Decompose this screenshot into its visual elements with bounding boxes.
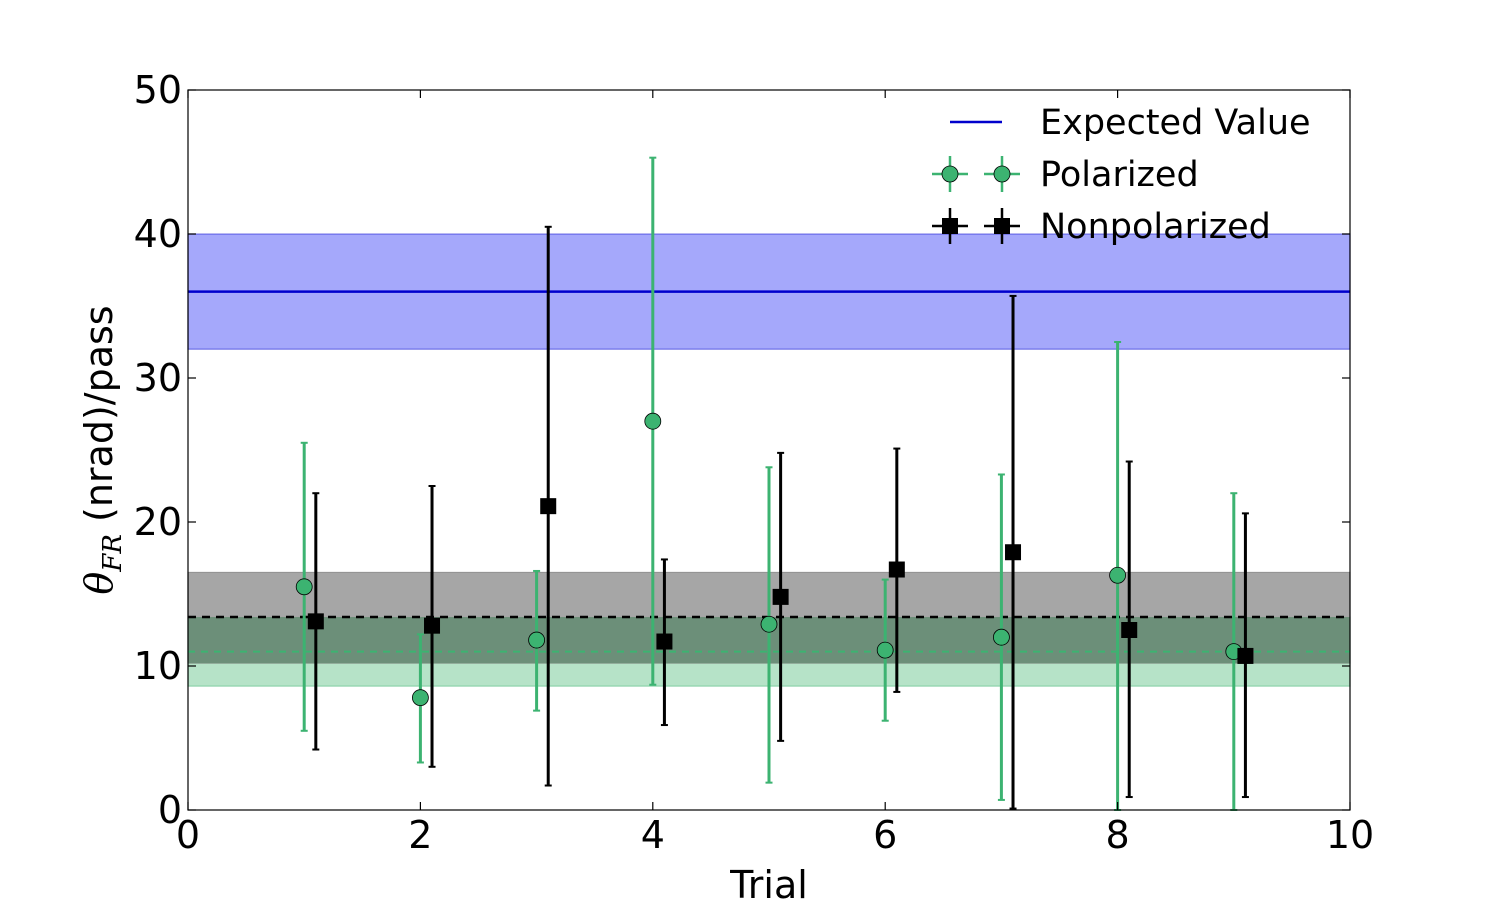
y-tick-label: 50 <box>134 68 182 112</box>
y-tick-label: 40 <box>134 212 182 256</box>
markers-layer <box>295 412 1254 707</box>
nonpolarized-point <box>424 617 441 634</box>
legend-nonpolarized-marker <box>994 218 1010 234</box>
legend-label: Nonpolarized <box>1040 207 1271 247</box>
y-tick-label: 30 <box>134 356 182 400</box>
y-tick-label: 10 <box>134 644 182 688</box>
nonpolarized-point <box>307 613 324 630</box>
y-axis-label-symbol: θ <box>77 572 121 595</box>
y-axis-label-subscript: FR <box>98 534 128 573</box>
nonpolarized-point <box>540 498 557 515</box>
y-axis-label: θFR (nrad)/pass <box>77 305 128 594</box>
plot-frame <box>187 89 1351 811</box>
x-tick-label: 10 <box>1326 813 1374 857</box>
y-tick-label: 0 <box>158 788 182 832</box>
x-tick-label: 6 <box>873 813 897 857</box>
x-tick-label: 4 <box>641 813 665 857</box>
x-axis-label: Trial <box>729 863 808 900</box>
legend: Expected Value Polarized Nonpolarized <box>932 103 1311 247</box>
legend-label: Expected Value <box>1040 103 1311 143</box>
y-tick-label: 20 <box>134 500 182 544</box>
polarized-point <box>760 615 778 633</box>
y-axis-label-text: (nrad)/pass <box>77 305 121 534</box>
legend-nonpolarized-marker <box>942 218 958 234</box>
x-tick-label: 8 <box>1106 813 1130 857</box>
nonpolarized-point <box>1237 647 1254 664</box>
nonpolarized-point <box>1005 544 1022 561</box>
polarized-point <box>528 631 545 649</box>
nonpolarized-point <box>772 588 789 605</box>
nonpolarized-point <box>1121 622 1138 638</box>
polarized-point <box>644 412 662 430</box>
legend-label: Polarized <box>1040 155 1199 195</box>
nonpolarized-point <box>888 561 905 578</box>
x-tick-label: 2 <box>408 813 432 857</box>
legend-polarized-marker <box>993 165 1011 183</box>
ticks-layer: 0 2 4 6 8 10 0 10 20 30 40 50 <box>134 68 1375 857</box>
legend-polarized-marker <box>941 165 959 183</box>
polarized-point <box>993 628 1010 646</box>
polarized-point <box>1109 566 1126 584</box>
polarized-point <box>295 578 313 596</box>
polarized-point <box>876 641 894 659</box>
polarized-point <box>411 689 429 707</box>
x-tick-label: 0 <box>176 813 200 857</box>
nonpolarized-point <box>656 633 673 650</box>
